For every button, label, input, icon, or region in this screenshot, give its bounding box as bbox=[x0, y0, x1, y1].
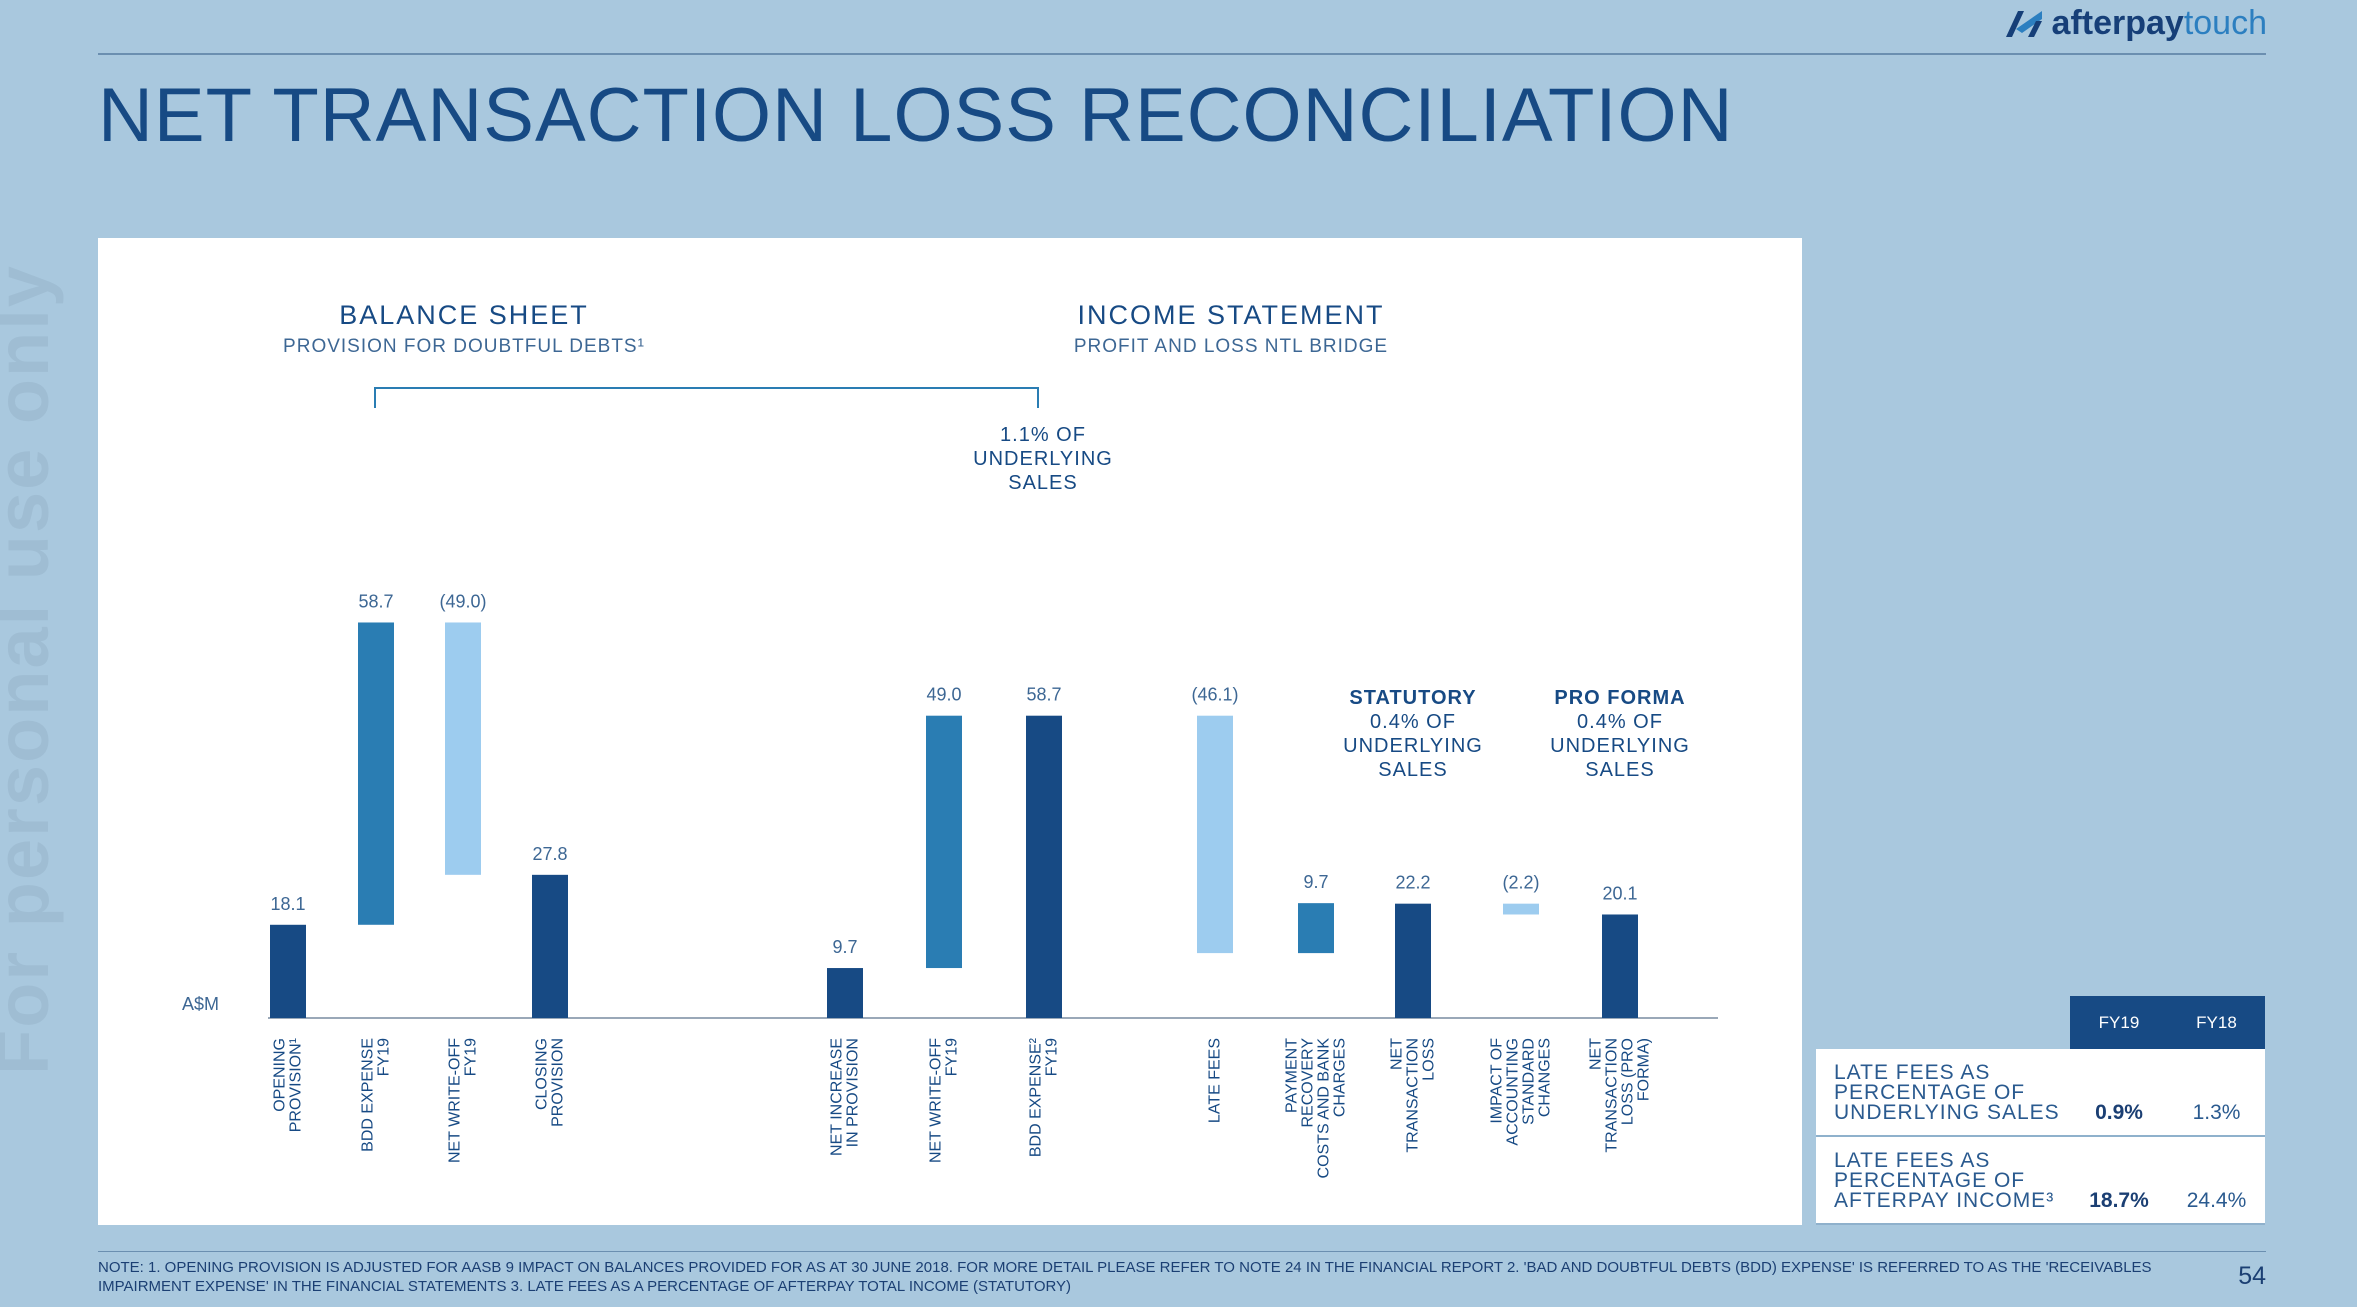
waterfall-bar bbox=[1026, 715, 1062, 1018]
bar-value-label: 18.1 bbox=[270, 894, 305, 914]
bar-category-label: CHANGES bbox=[1537, 1038, 1554, 1117]
bar-category-label: NET bbox=[1588, 1038, 1605, 1070]
bar-value-label: 9.7 bbox=[1303, 872, 1328, 892]
bar-category-label: RECOVERY bbox=[1300, 1038, 1317, 1128]
late-fees-table: FY19 FY18 LATE FEES AS PERCENTAGE OF UND… bbox=[1816, 996, 2265, 1225]
table-header: FY19 FY18 bbox=[1816, 996, 2265, 1049]
annotation-line: SALES bbox=[1378, 759, 1447, 781]
bar-value-label: (2.2) bbox=[1502, 873, 1539, 893]
annotation-title: PRO FORMA bbox=[1554, 687, 1685, 709]
bar-category-label: TRANSACTION bbox=[1405, 1038, 1422, 1153]
bar-category-label: IN PROVISION bbox=[845, 1038, 862, 1147]
bar-category-label: BDD EXPENSE bbox=[360, 1038, 377, 1152]
bracket-note-line: 1.1% OF bbox=[1000, 424, 1086, 446]
table-header-fy19: FY19 bbox=[2070, 996, 2168, 1049]
table-cell-fy19: 18.7% bbox=[2089, 1189, 2149, 1212]
table-header-fy18: FY18 bbox=[2168, 996, 2265, 1049]
table-cell-fy18: 24.4% bbox=[2186, 1189, 2247, 1212]
bar-category-label: IMPACT OF bbox=[1489, 1038, 1506, 1124]
waterfall-bar bbox=[926, 715, 962, 969]
bracket-note-line: SALES bbox=[1008, 472, 1077, 494]
footnote: NOTE: 1. OPENING PROVISION IS ADJUSTED F… bbox=[98, 1259, 2152, 1295]
logo-brand: afterpay bbox=[2051, 4, 2184, 42]
waterfall-bar bbox=[270, 924, 306, 1018]
bar-category-label: ACCOUNTING bbox=[1505, 1038, 1522, 1146]
table-row: LATE FEES AS PERCENTAGE OF UNDERLYING SA… bbox=[1816, 1049, 2265, 1137]
bar-value-label: 49.0 bbox=[926, 685, 961, 705]
page-title: NET TRANSACTION LOSS RECONCILIATION bbox=[98, 73, 1734, 158]
section-heading: BALANCE SHEET bbox=[339, 300, 589, 330]
afterpay-touch-logo: afterpaytouch bbox=[2002, 4, 2267, 43]
afterpay-logo-icon bbox=[2005, 10, 2042, 37]
bar-category-label: FY19 bbox=[463, 1038, 480, 1076]
annotation-line: UNDERLYING bbox=[1550, 735, 1690, 757]
annotation-line: SALES bbox=[1585, 759, 1654, 781]
annotation-line: 0.4% OF bbox=[1370, 711, 1456, 733]
bar-category-label: NET INCREASE bbox=[829, 1038, 846, 1156]
chart-panel: BALANCE SHEET PROVISION FOR DOUBTFUL DEBT… bbox=[98, 238, 1802, 1225]
waterfall-bar bbox=[1602, 914, 1638, 1018]
waterfall-bar bbox=[358, 622, 394, 925]
bar-category-label: PROVISION bbox=[550, 1038, 567, 1127]
section-heading: INCOME STATEMENT bbox=[1078, 300, 1385, 330]
unit-label: A$M bbox=[182, 994, 219, 1014]
bar-category-label: FY19 bbox=[1044, 1038, 1061, 1076]
section-subheading: PROVISION FOR DOUBTFUL DEBTS¹ bbox=[283, 336, 645, 357]
bar-category-label: OPENING bbox=[272, 1038, 289, 1112]
bar-value-label: 22.2 bbox=[1395, 873, 1430, 893]
waterfall-bar bbox=[532, 874, 568, 1018]
bracket-line bbox=[374, 387, 1039, 408]
waterfall-bar bbox=[1395, 903, 1431, 1018]
table-row: LATE FEES AS PERCENTAGE OF AFTERPAY INCO… bbox=[1816, 1137, 2265, 1225]
header-divider bbox=[98, 53, 2266, 55]
table-cell-fy19: 0.9% bbox=[2095, 1101, 2143, 1124]
bar-category-label: FY19 bbox=[944, 1038, 961, 1076]
section-subheading: PROFIT AND LOSS NTL BRIDGE bbox=[1074, 336, 1388, 357]
bar-category-label: PROVISION¹ bbox=[288, 1038, 305, 1132]
bar-value-label: (49.0) bbox=[439, 591, 486, 611]
bar-category-label: COSTS AND BANK bbox=[1316, 1038, 1333, 1179]
bar-value-label: 9.7 bbox=[832, 937, 857, 957]
annotation-line: UNDERLYING bbox=[1343, 735, 1483, 757]
bracket-note-line: UNDERLYING bbox=[973, 448, 1113, 470]
bar-category-label: LOSS bbox=[1421, 1038, 1438, 1081]
bar-category-label: BDD EXPENSE² bbox=[1028, 1037, 1045, 1157]
bar-category-label: FORMA) bbox=[1636, 1038, 1653, 1101]
bar-category-label: FY19 bbox=[376, 1038, 393, 1076]
bar-value-label: 58.7 bbox=[358, 591, 393, 611]
watermark-text: For personal use only bbox=[0, 264, 64, 1076]
waterfall-bar bbox=[445, 622, 481, 875]
bar-category-label: NET WRITE-OFF bbox=[928, 1038, 945, 1163]
bar-category-label: LOSS (PRO bbox=[1620, 1038, 1637, 1125]
waterfall-bar bbox=[1503, 903, 1539, 915]
waterfall-bar bbox=[1197, 715, 1233, 954]
bar-category-label: LATE FEES bbox=[1207, 1038, 1224, 1123]
bar-category-label: CHARGES bbox=[1332, 1038, 1349, 1117]
bar-category-label: STANDARD bbox=[1521, 1038, 1538, 1125]
bar-value-label: 27.8 bbox=[532, 844, 567, 864]
bar-category-label: NET WRITE-OFF bbox=[447, 1038, 464, 1163]
page-number: 54 bbox=[2238, 1262, 2266, 1290]
footer-divider bbox=[98, 1251, 2266, 1252]
logo-suffix: touch bbox=[2183, 4, 2267, 42]
waterfall-chart: BALANCE SHEET PROVISION FOR DOUBTFUL DEBT… bbox=[182, 300, 1718, 1179]
annotation-title: STATUTORY bbox=[1349, 687, 1476, 709]
bar-value-label: (46.1) bbox=[1191, 685, 1238, 705]
table-row-label: LATE FEES AS PERCENTAGE OF AFTERPAY INCO… bbox=[1834, 1149, 2055, 1212]
waterfall-bar bbox=[1298, 903, 1334, 954]
table-row-label: LATE FEES AS PERCENTAGE OF UNDERLYING SA… bbox=[1834, 1061, 2060, 1124]
bar-category-label: PAYMENT bbox=[1284, 1038, 1301, 1113]
bar-category-label: NET bbox=[1389, 1038, 1406, 1070]
bar-category-label: TRANSACTION bbox=[1604, 1038, 1621, 1153]
annotation-line: 0.4% OF bbox=[1577, 711, 1663, 733]
logo-wordmark: afterpaytouch bbox=[2052, 4, 2267, 43]
bar-value-label: 20.1 bbox=[1602, 883, 1637, 903]
table-cell-fy18: 1.3% bbox=[2192, 1101, 2241, 1124]
bar-value-label: 58.7 bbox=[1026, 685, 1061, 705]
waterfall-bar bbox=[827, 968, 863, 1018]
bar-category-label: CLOSING bbox=[534, 1038, 551, 1110]
